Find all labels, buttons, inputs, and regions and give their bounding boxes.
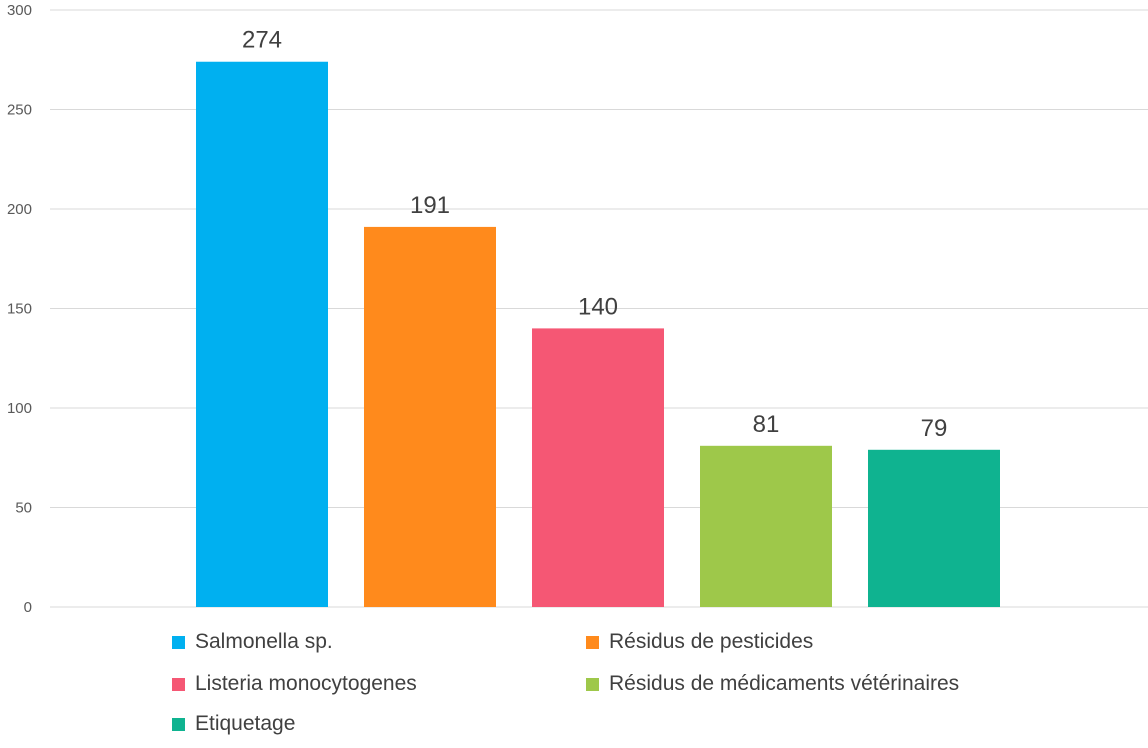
bar bbox=[868, 449, 1000, 607]
legend-item-etiquetage: Etiquetage bbox=[172, 712, 295, 736]
y-tick-label: 150 bbox=[7, 301, 32, 318]
bar bbox=[196, 61, 328, 608]
legend-swatch-listeria bbox=[172, 677, 185, 691]
legend-label-etiquetage: Etiquetage bbox=[195, 712, 296, 735]
legend-item-residus-pesticides: Résidus de pesticides bbox=[586, 630, 813, 654]
data-label: 191 bbox=[410, 192, 450, 219]
y-tick-label: 100 bbox=[7, 400, 32, 417]
data-label: 79 bbox=[921, 415, 948, 442]
data-label: 81 bbox=[753, 411, 780, 438]
legend-label-salmonella: Salmonella sp. bbox=[195, 630, 333, 653]
legend-swatch-residus-pesticides bbox=[586, 635, 599, 649]
legend-item-salmonella: Salmonella sp. bbox=[172, 630, 333, 654]
bar-chart: 0 50 100 150 200 250 300 274 191 140 81 79 bbox=[7, 2, 1148, 616]
bar bbox=[700, 445, 832, 607]
legend-swatch-etiquetage bbox=[172, 717, 185, 731]
legend-label-listeria: Listeria monocytogenes bbox=[195, 672, 417, 695]
data-label: 140 bbox=[578, 293, 618, 320]
y-tick-label: 0 bbox=[24, 599, 32, 616]
data-label: 274 bbox=[242, 27, 282, 54]
y-axis-ticks: 0 50 100 150 200 250 300 bbox=[7, 2, 32, 616]
y-tick-label: 250 bbox=[7, 102, 32, 119]
legend-item-listeria: Listeria monocytogenes bbox=[172, 672, 417, 696]
data-labels: 274 191 140 81 79 bbox=[242, 27, 947, 442]
legend-label-residus-medicaments: Résidus de médicaments vétérinaires bbox=[609, 672, 960, 695]
legend-swatch-salmonella bbox=[172, 635, 185, 649]
bar bbox=[532, 328, 664, 607]
legend-swatch-residus-medicaments bbox=[586, 677, 599, 691]
y-tick-label: 200 bbox=[7, 201, 32, 218]
legend-label-residus-pesticides: Résidus de pesticides bbox=[609, 630, 814, 653]
y-tick-label: 50 bbox=[15, 500, 32, 517]
bar bbox=[364, 226, 496, 607]
y-tick-label: 300 bbox=[7, 2, 32, 19]
bars bbox=[196, 61, 1000, 608]
legend-item-residus-medicaments: Résidus de médicaments vétérinaires bbox=[586, 672, 959, 696]
